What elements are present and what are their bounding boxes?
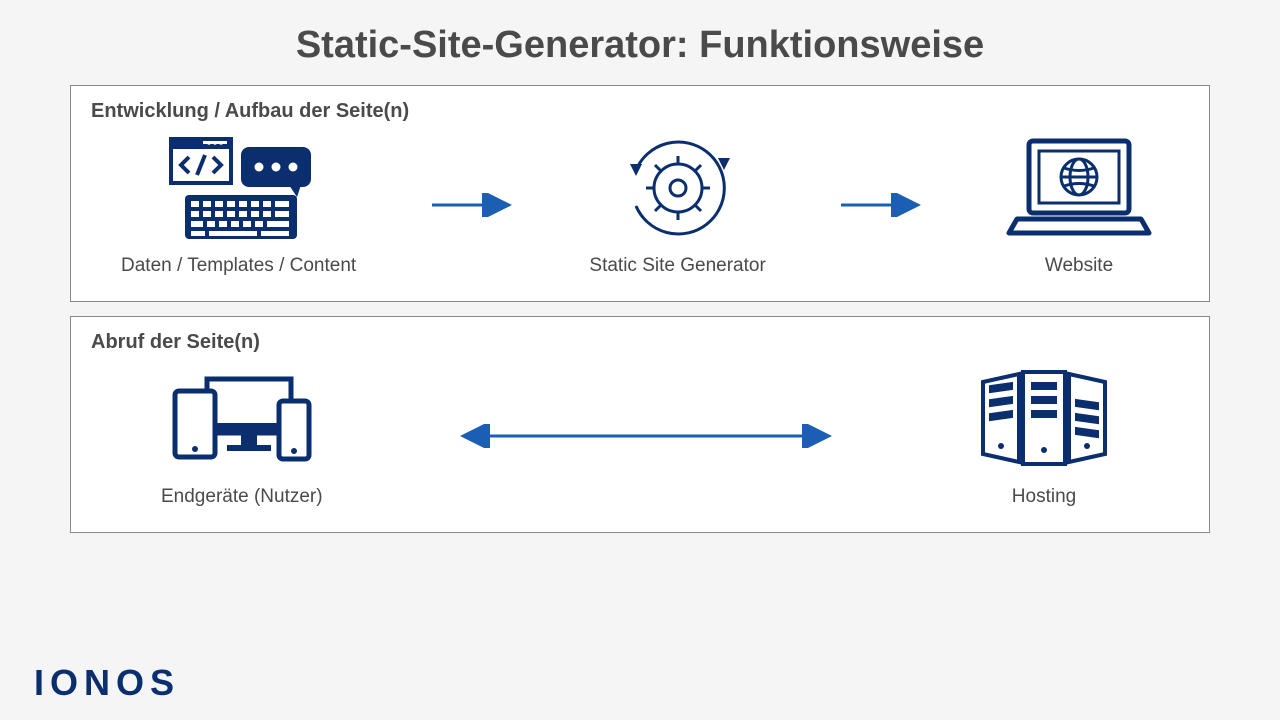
brand-logo: IONOS bbox=[34, 662, 180, 704]
page-title: Static-Site-Generator: Funktionsweise bbox=[0, 0, 1280, 85]
panel-fetch-title: Abruf der Seite(n) bbox=[91, 331, 1189, 354]
node-data-templates: Daten / Templates / Content bbox=[121, 133, 356, 277]
node-website-label: Website bbox=[1045, 255, 1113, 277]
node-data-label: Daten / Templates / Content bbox=[121, 255, 356, 277]
arrow-data-to-ssg bbox=[356, 150, 589, 260]
devices-icon bbox=[167, 364, 317, 474]
node-ssg: Static Site Generator bbox=[589, 133, 765, 277]
panel-development: Entwicklung / Aufbau der Seite(n) bbox=[70, 85, 1210, 302]
node-website: Website bbox=[999, 133, 1159, 277]
laptop-globe-icon bbox=[999, 133, 1159, 243]
arrow-devices-hosting-bidir bbox=[323, 381, 969, 491]
node-devices: Endgeräte (Nutzer) bbox=[161, 364, 323, 508]
panel-dev-title: Entwicklung / Aufbau der Seite(n) bbox=[91, 100, 1189, 123]
panel-dev-row: Daten / Templates / Content bbox=[91, 133, 1189, 277]
arrow-ssg-to-website bbox=[766, 150, 999, 260]
panel-fetch-row: Endgeräte (Nutzer) bbox=[91, 364, 1189, 508]
code-chat-keyboard-icon bbox=[159, 133, 319, 243]
gear-cycle-icon bbox=[618, 133, 738, 243]
node-hosting-label: Hosting bbox=[1012, 486, 1076, 508]
node-devices-label: Endgeräte (Nutzer) bbox=[161, 486, 323, 508]
node-ssg-label: Static Site Generator bbox=[589, 255, 765, 277]
servers-icon bbox=[969, 364, 1119, 474]
panel-fetch: Abruf der Seite(n) Endgerät bbox=[70, 316, 1210, 533]
node-hosting: Hosting bbox=[969, 364, 1119, 508]
